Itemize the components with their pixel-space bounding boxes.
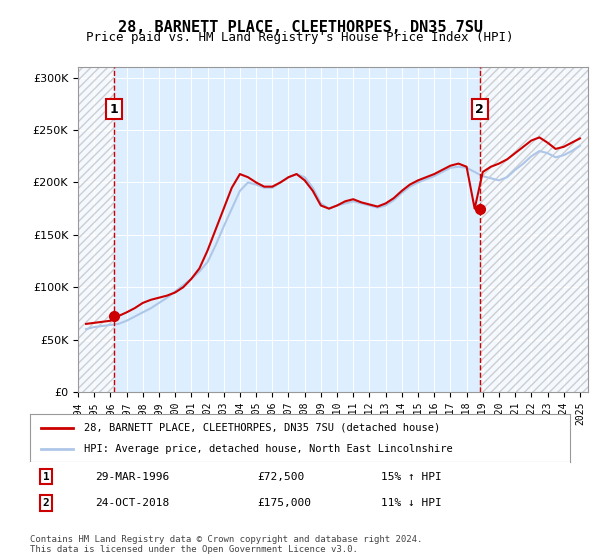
Text: £72,500: £72,500 — [257, 472, 304, 482]
Text: HPI: Average price, detached house, North East Lincolnshire: HPI: Average price, detached house, Nort… — [84, 444, 453, 454]
Bar — [479, 67, 588, 392]
Bar — [479, 67, 588, 392]
Text: Contains HM Land Registry data © Crown copyright and database right 2024.
This d: Contains HM Land Registry data © Crown c… — [30, 535, 422, 554]
Text: £175,000: £175,000 — [257, 498, 311, 508]
Bar — [78, 67, 114, 392]
Text: 15% ↑ HPI: 15% ↑ HPI — [381, 472, 442, 482]
Text: 1: 1 — [110, 102, 119, 115]
Text: Price paid vs. HM Land Registry's House Price Index (HPI): Price paid vs. HM Land Registry's House … — [86, 31, 514, 44]
Text: 28, BARNETT PLACE, CLEETHORPES, DN35 7SU (detached house): 28, BARNETT PLACE, CLEETHORPES, DN35 7SU… — [84, 423, 440, 433]
Text: 1: 1 — [43, 472, 50, 482]
Text: 28, BARNETT PLACE, CLEETHORPES, DN35 7SU: 28, BARNETT PLACE, CLEETHORPES, DN35 7SU — [118, 20, 482, 35]
Text: 2: 2 — [475, 102, 484, 115]
Text: 2: 2 — [43, 498, 50, 508]
Bar — [78, 67, 114, 392]
Text: 24-OCT-2018: 24-OCT-2018 — [95, 498, 169, 508]
Text: 11% ↓ HPI: 11% ↓ HPI — [381, 498, 442, 508]
Text: 29-MAR-1996: 29-MAR-1996 — [95, 472, 169, 482]
